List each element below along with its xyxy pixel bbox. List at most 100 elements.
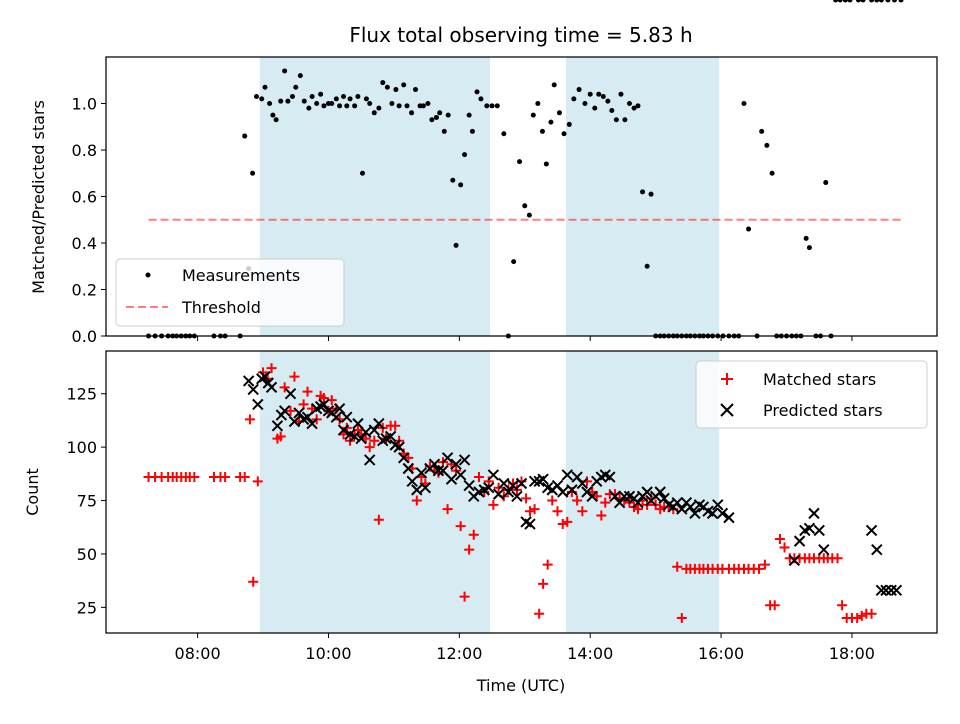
- measurement-point: [278, 98, 284, 104]
- counts-legend-box: [695, 360, 928, 429]
- measurement-point: [282, 68, 288, 74]
- predicted-star-point: [515, 477, 528, 490]
- measurement-point: [551, 82, 557, 88]
- measurement-point: [891, 0, 897, 3]
- measurement-point: [823, 180, 829, 186]
- predicted-star-point: [609, 490, 621, 502]
- legend-predicted-label: Predicted stars: [763, 401, 883, 420]
- measurement-point: [409, 110, 415, 116]
- matched-star-point: [442, 504, 453, 515]
- predicted-star-point: [247, 383, 259, 396]
- counts-y-tick-label: 125: [66, 385, 97, 404]
- measurement-point: [341, 94, 347, 100]
- matched-star-point: [577, 506, 588, 517]
- predicted-star-point: [242, 375, 255, 387]
- measurement-point: [344, 103, 350, 109]
- measurement-point: [517, 159, 523, 165]
- measurement-point: [270, 112, 276, 118]
- predicted-star-point: [604, 471, 616, 483]
- matched-star-point: [832, 553, 843, 564]
- predicted-star-point: [689, 507, 701, 520]
- measurement-point: [582, 101, 588, 106]
- measurement-point: [626, 101, 632, 106]
- predicted-star-point: [618, 490, 630, 502]
- measurement-point: [764, 142, 770, 148]
- predicted-star-point: [402, 462, 415, 475]
- measurement-point: [484, 103, 490, 109]
- x-tick-label: 12:00: [436, 644, 482, 663]
- measurement-point: [605, 98, 611, 104]
- measurement-point: [285, 98, 291, 104]
- legend-measurements-label: Measurements: [182, 266, 300, 285]
- measurement-point: [548, 119, 554, 125]
- counts-y-tick-label: 75: [77, 492, 97, 511]
- matched-star-point: [572, 495, 583, 506]
- measurement-point: [860, 0, 866, 3]
- predicted-star-point: [437, 464, 449, 477]
- measurement-point: [526, 212, 532, 218]
- predicted-star-point: [463, 479, 475, 492]
- measurement-point: [869, 0, 875, 3]
- measurement-point: [306, 105, 312, 111]
- matched-star-point: [390, 420, 401, 431]
- measurement-point: [511, 259, 517, 265]
- measurement-point: [613, 117, 619, 123]
- predicted-star-point: [502, 486, 515, 498]
- predicted-star-point: [406, 475, 418, 488]
- matched-star-point: [557, 519, 568, 530]
- x-tick-label: 18:00: [829, 644, 875, 663]
- matched-star-point: [525, 506, 536, 517]
- measurement-point: [367, 101, 373, 106]
- measurement-point: [401, 82, 407, 88]
- matched-star-point: [547, 495, 558, 506]
- predicted-star-point: [641, 486, 653, 498]
- matched-star-point: [774, 534, 785, 544]
- measurement-point: [337, 103, 343, 109]
- measurement-point: [885, 0, 891, 3]
- predicted-star-point: [813, 524, 825, 537]
- predicted-star-point: [528, 475, 541, 488]
- predicted-star-point: [576, 477, 589, 490]
- predicted-star-point: [890, 584, 903, 596]
- predicted-star-point: [415, 467, 428, 479]
- ratio-legend-box: [115, 258, 345, 327]
- measurement-point: [273, 117, 279, 123]
- measurement-point: [393, 87, 399, 93]
- measurement-point: [535, 101, 541, 106]
- measurement-point: [640, 189, 646, 195]
- matched-star-point: [562, 516, 573, 527]
- measurement-point: [522, 203, 528, 209]
- matched-star-point: [676, 613, 687, 624]
- matched-star-point: [672, 561, 683, 572]
- measurement-point: [355, 94, 361, 100]
- measurement-point: [556, 110, 562, 116]
- matched-star-point: [189, 472, 200, 483]
- measurement-point: [600, 94, 606, 100]
- predicted-star-point: [398, 452, 410, 464]
- predicted-star-point: [524, 518, 536, 530]
- ratio-y-tick-label: 0.6: [72, 188, 97, 207]
- legend-measurements-marker: [145, 272, 151, 278]
- measurement-point: [318, 91, 324, 97]
- matched-star-point: [754, 563, 765, 574]
- measurement-point: [359, 170, 365, 176]
- matched-star-point: [779, 542, 790, 553]
- measurement-point: [566, 121, 572, 127]
- measurement-point: [587, 91, 593, 97]
- measurement-point: [874, 0, 880, 3]
- measurement-point: [412, 87, 418, 93]
- measurement-point: [592, 105, 598, 111]
- measurement-point: [309, 94, 315, 100]
- predicted-star-point: [716, 507, 729, 520]
- predicted-star-point: [793, 535, 806, 547]
- predicted-star-point: [341, 411, 353, 423]
- matched-star-point: [769, 600, 780, 611]
- measurement-point: [363, 96, 369, 102]
- predicted-star-point: [492, 488, 505, 500]
- predicted-star-point: [252, 398, 264, 411]
- measurement-point: [380, 80, 386, 86]
- predicted-star-point: [360, 426, 372, 438]
- measurement-point: [297, 73, 303, 79]
- matched-star-point: [220, 472, 231, 483]
- measurement-point: [478, 96, 484, 102]
